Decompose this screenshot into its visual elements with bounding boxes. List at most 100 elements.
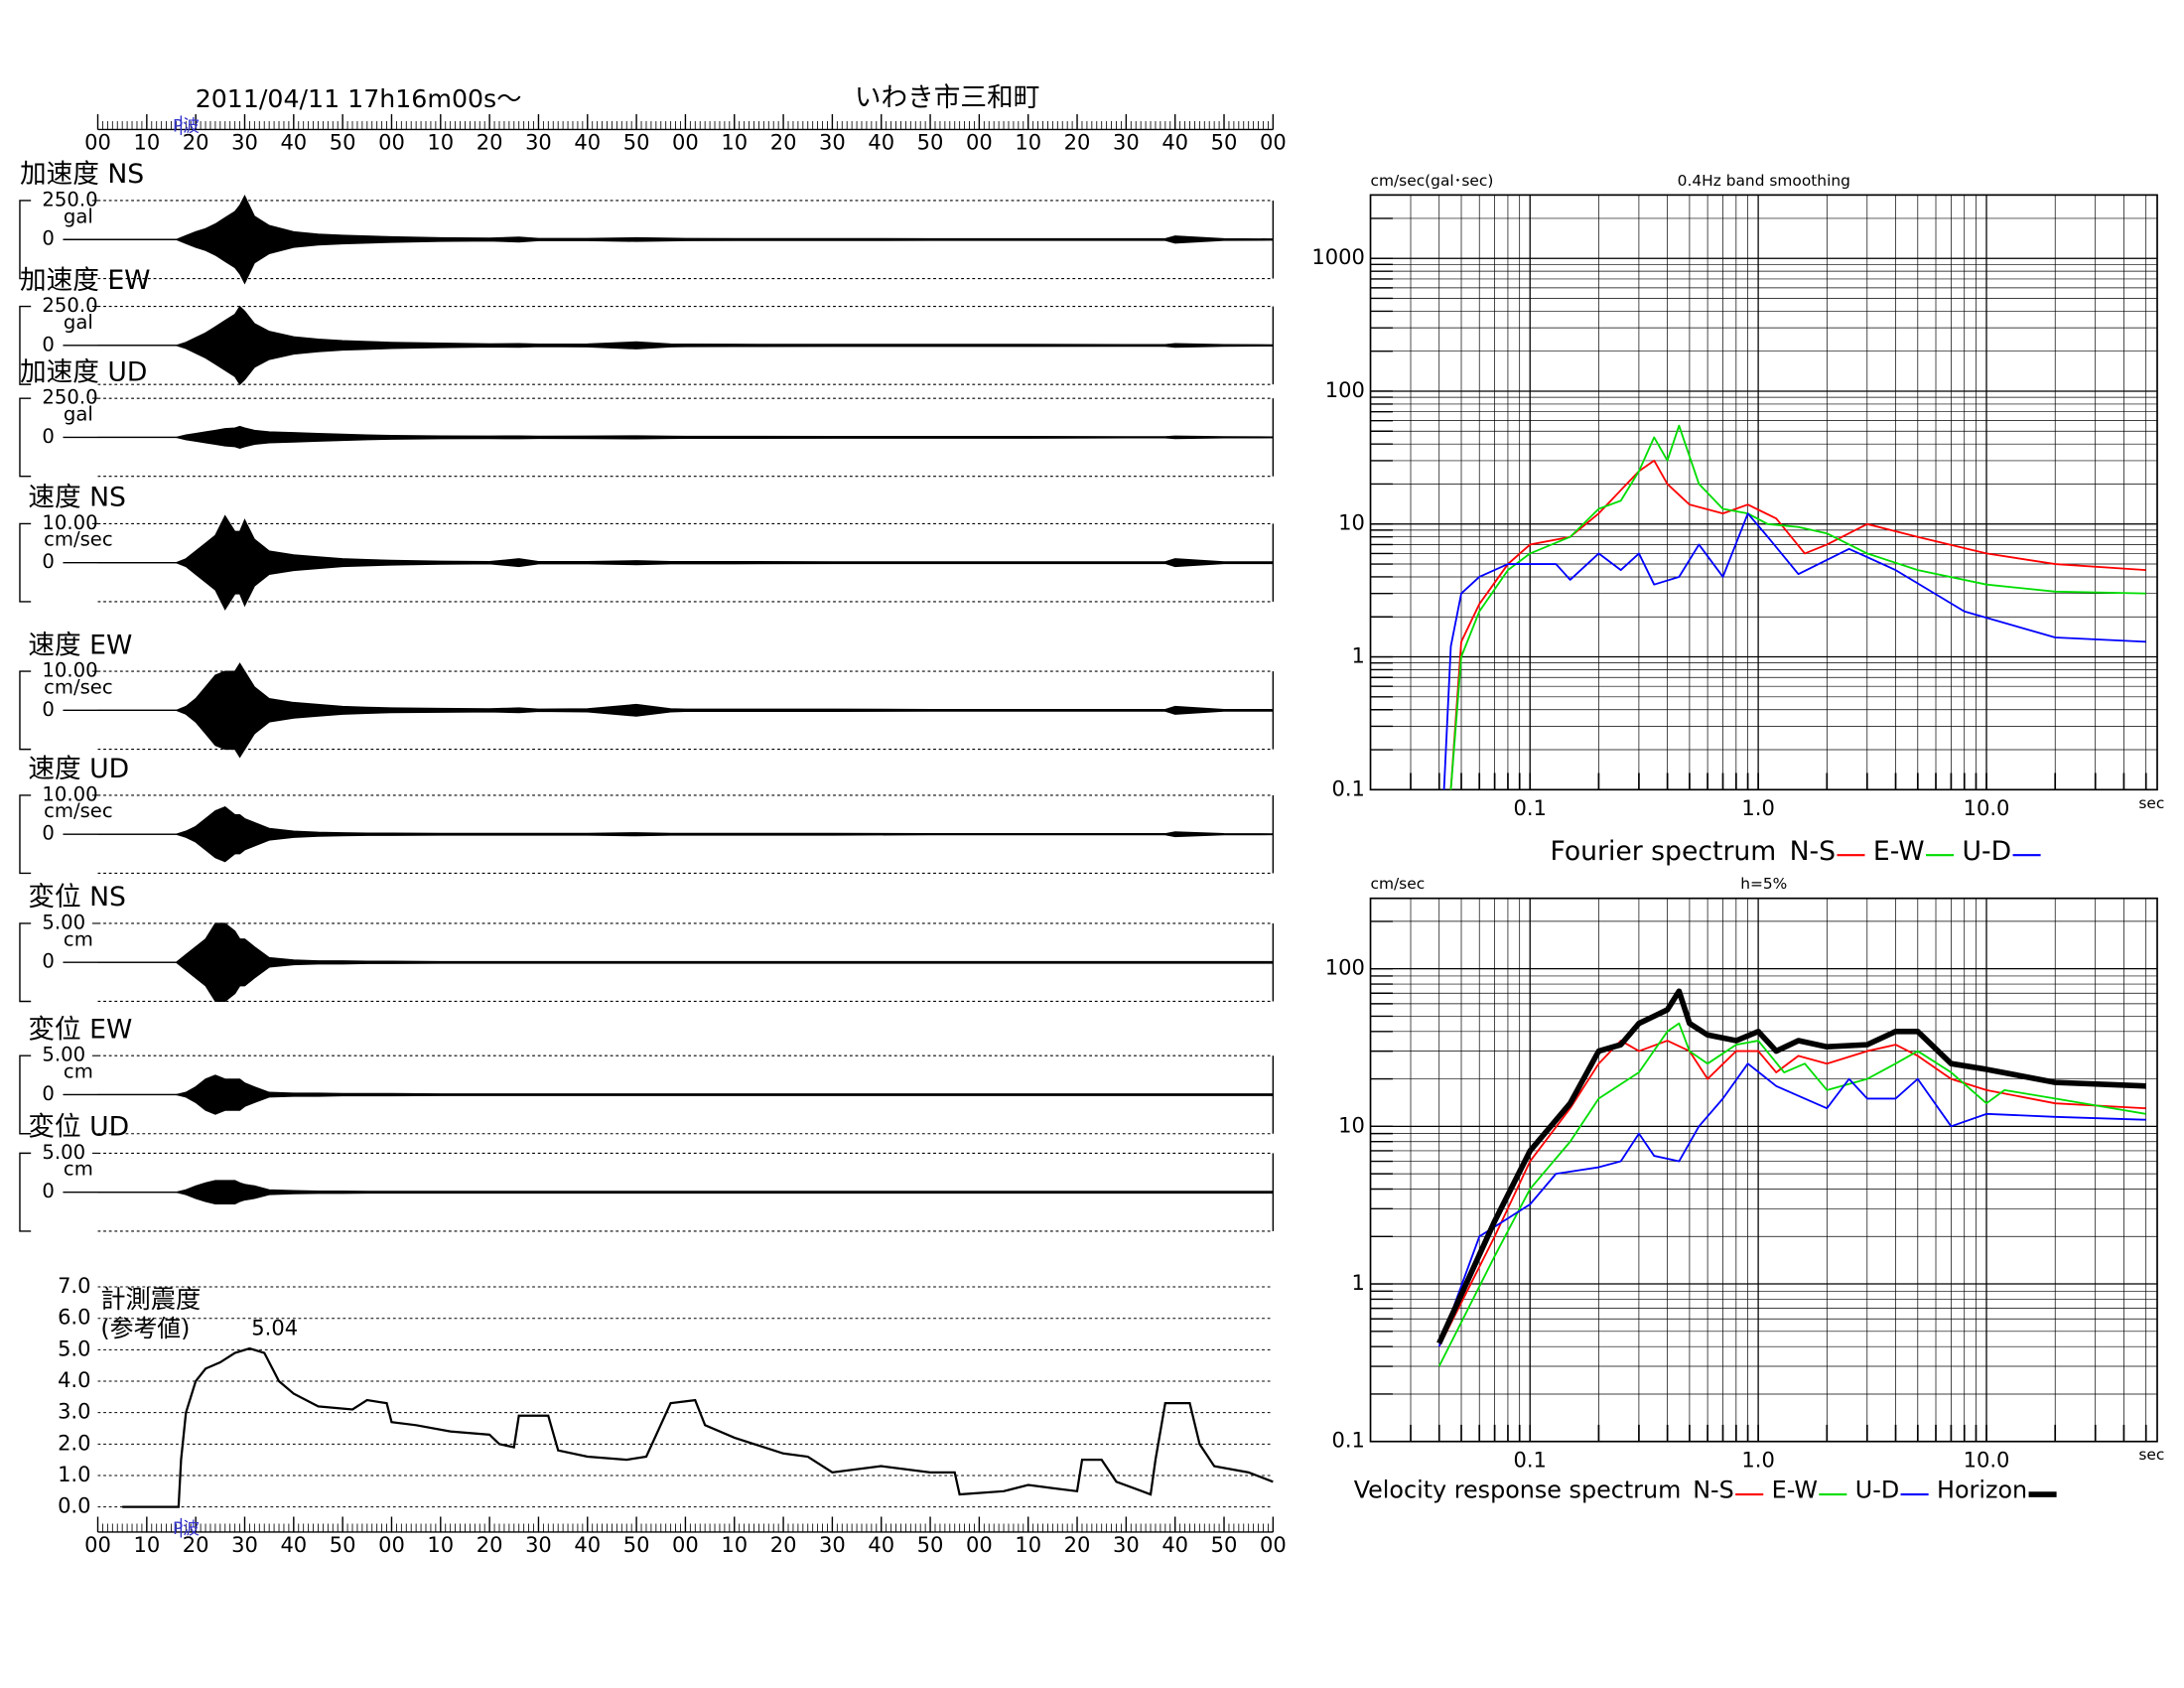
trace-label: 加速度 EW: [20, 265, 151, 296]
unit-label: cm/sec: [44, 675, 113, 698]
legend-label: N-S: [1693, 1477, 1734, 1504]
x-tick-label: 30: [1113, 129, 1140, 154]
x-tick-label: 20: [770, 129, 797, 154]
y-tick-label: 0.1: [1331, 775, 1364, 800]
bracket: [19, 670, 32, 751]
x-tick-label: 50: [330, 1532, 356, 1557]
scale-label: 5.00: [42, 911, 85, 933]
waveform: [97, 1180, 1274, 1205]
x-tick-label: 40: [1161, 129, 1188, 154]
trace-label: 変位 NS: [28, 882, 126, 913]
trace-label: 変位 UD: [28, 1112, 129, 1143]
x-tick-label: 40: [868, 1532, 894, 1557]
station: いわき市三和町: [855, 82, 1040, 113]
legend-title: Velocity response spectrum: [1354, 1477, 1682, 1504]
trace-label: 速度 EW: [28, 630, 132, 660]
waveform: [97, 514, 1274, 611]
x-tick-label: 30: [525, 1532, 552, 1557]
legend-label: U-D: [1963, 836, 2012, 867]
waveform: [97, 806, 1274, 863]
intensity-title: 計測震度: [100, 1285, 201, 1314]
x-tick-label: 10.0: [1964, 795, 2010, 820]
x-tick-label: 30: [819, 1532, 846, 1557]
x-tick-label: 10: [1015, 129, 1041, 154]
x-tick-label: 00: [672, 1532, 699, 1557]
x-tick-label: 50: [917, 129, 944, 154]
y-unit: cm/sec(gal･sec): [1371, 172, 1494, 190]
x-unit: sec: [2138, 1446, 2164, 1464]
scale-label: 250.0: [42, 386, 97, 409]
waveform: [97, 1074, 1274, 1115]
trace-label: 速度 NS: [28, 483, 126, 513]
legend-label: U-D: [1855, 1477, 1899, 1504]
x-tick-label: 00: [672, 129, 699, 154]
bracket: [19, 305, 32, 385]
y-tick-label: 3.0: [58, 1399, 90, 1424]
x-tick-label: 10: [1015, 1532, 1041, 1557]
legend-label: E-W: [1772, 1477, 1818, 1504]
title: 2011/04/11 17h16m00s～: [196, 84, 522, 113]
waveform: [97, 194, 1274, 285]
x-tick-label: 20: [183, 129, 209, 154]
unit-label: gal: [64, 311, 93, 334]
y-tick-label: 6.0: [58, 1305, 90, 1330]
y-tick-label: 1000: [1311, 244, 1364, 269]
trace-label: 加速度 NS: [20, 159, 144, 190]
plot-frame: [1369, 194, 2158, 791]
x-tick-label: 10: [721, 129, 748, 154]
y-tick-label: 1: [1352, 643, 1365, 668]
y-tick-label: 1.0: [58, 1462, 90, 1486]
x-tick-label: 50: [1211, 129, 1238, 154]
x-tick-label: 10.0: [1964, 1447, 2010, 1472]
x-tick-label: 10: [427, 1532, 454, 1557]
x-tick-label: 40: [280, 1532, 307, 1557]
y-unit: cm/sec: [1371, 875, 1426, 893]
y-tick-label: 10: [1338, 510, 1365, 535]
scale-label: 5.00: [42, 1044, 85, 1066]
bracket: [19, 1152, 32, 1232]
x-tick-label: 00: [84, 129, 111, 154]
waveform: [97, 662, 1274, 759]
x-tick-label: 10: [133, 129, 160, 154]
x-tick-label: 10: [721, 1532, 748, 1557]
x-tick-label: 40: [868, 129, 894, 154]
waveform: [97, 922, 1274, 1003]
x-tick-label: 50: [623, 1532, 650, 1557]
scale-label: 0: [42, 333, 55, 355]
scale-label: 10.00: [42, 511, 97, 534]
x-tick-label: 40: [574, 1532, 601, 1557]
legend-title: Fourier spectrum: [1550, 836, 1776, 867]
p-label: P波: [173, 116, 200, 136]
scale-label: 0: [42, 822, 55, 845]
subtitle: h=5%: [1740, 875, 1787, 893]
x-tick-label: 40: [1161, 1532, 1188, 1557]
x-tick-label: 10: [133, 1532, 160, 1557]
x-tick-label: 20: [477, 1532, 503, 1557]
scale-label: 250.0: [42, 294, 97, 317]
scale-label: 10.00: [42, 659, 97, 682]
y-tick-label: 5.0: [58, 1336, 90, 1360]
spectrum-line: [1442, 512, 2146, 790]
y-tick-label: 100: [1325, 955, 1365, 980]
legend-label: N-S: [1790, 836, 1836, 867]
legend-label: Horizon: [1937, 1477, 2027, 1504]
x-tick-label: 00: [378, 1532, 405, 1557]
x-tick-label: 50: [623, 129, 650, 154]
unit-label: cm: [64, 1060, 93, 1083]
x-tick-label: 30: [231, 129, 258, 154]
x-tick-label: 30: [231, 1532, 258, 1557]
unit-label: cm: [64, 927, 93, 950]
bracket: [19, 1055, 32, 1135]
scale-label: 0: [42, 950, 55, 973]
intensity-line: [122, 1346, 1274, 1508]
x-tick-label: 00: [1260, 1532, 1287, 1557]
subtitle: 0.4Hz band smoothing: [1678, 172, 1850, 190]
x-tick-label: 30: [525, 129, 552, 154]
x-tick-label: 1.0: [1741, 1447, 1774, 1472]
x-tick-label: 0.1: [1514, 1447, 1547, 1472]
intensity-subtitle: (参考値): [100, 1315, 190, 1342]
x-tick-label: 20: [1064, 1532, 1091, 1557]
trace-label: 加速度 UD: [20, 356, 147, 387]
peak-label: 5.04: [251, 1315, 298, 1339]
